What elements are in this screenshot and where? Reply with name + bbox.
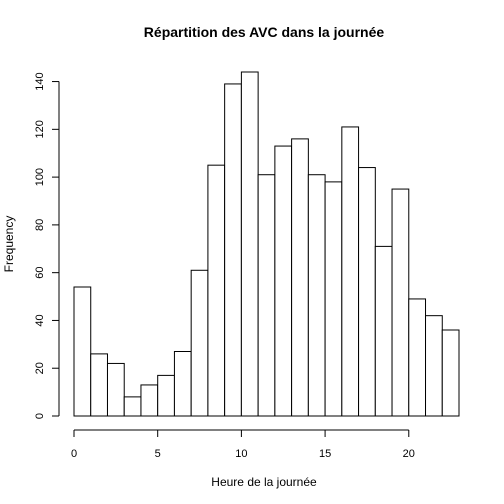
histogram-bar: [123, 396, 142, 417]
histogram-bar: [324, 181, 343, 417]
y-axis: 0 20 40 60 80 100 120 140: [34, 72, 60, 419]
x-axis: 0 5 10 15 20: [71, 429, 415, 460]
histogram-bar: [73, 286, 92, 417]
histogram-bar: [274, 145, 293, 417]
y-tick-label: 140: [34, 72, 46, 90]
histogram-bar: [106, 362, 125, 417]
histogram-bar: [140, 384, 159, 417]
histogram-bar: [341, 126, 360, 417]
x-tick-label: 20: [403, 448, 415, 460]
y-tick-label: 80: [34, 219, 46, 231]
x-tick-label: 5: [155, 448, 161, 460]
histogram-bar: [90, 353, 108, 417]
histogram-bar: [374, 245, 393, 417]
histogram-bar: [190, 269, 209, 417]
x-tick-label: 0: [71, 448, 77, 460]
histogram-bar: [257, 174, 276, 417]
y-axis-label: Frequency: [2, 216, 16, 273]
y-tick-label: 0: [34, 413, 46, 419]
histogram-bar: [391, 188, 410, 417]
histogram-bar: [425, 315, 443, 417]
histogram-bar: [408, 298, 427, 417]
histogram-bar: [207, 164, 226, 417]
histogram-bar: [358, 167, 376, 417]
histogram-bar: [240, 71, 259, 417]
histogram-bar: [291, 138, 309, 417]
x-axis-label: Heure de la journée: [211, 475, 317, 489]
y-tick-label: 20: [34, 362, 46, 374]
histogram-bar: [224, 83, 242, 417]
y-tick-label: 60: [34, 267, 46, 279]
histogram-bar: [173, 351, 192, 417]
x-tick-label: 10: [235, 448, 247, 460]
bars-group: [73, 71, 460, 417]
histogram-bar: [441, 329, 460, 417]
histogram-bar: [157, 374, 175, 417]
y-tick-label: 40: [34, 314, 46, 326]
histogram-bar: [307, 174, 326, 417]
y-tick-label: 100: [34, 168, 46, 186]
chart-title: Répartition des AVC dans la journée: [144, 24, 385, 40]
y-tick-label: 120: [34, 120, 46, 138]
x-tick-label: 15: [319, 448, 331, 460]
